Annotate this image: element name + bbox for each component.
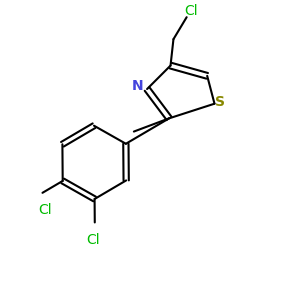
Text: Cl: Cl <box>184 4 198 18</box>
Text: S: S <box>215 95 225 109</box>
Text: N: N <box>132 79 143 92</box>
Text: Cl: Cl <box>39 203 52 217</box>
Text: Cl: Cl <box>86 233 100 247</box>
